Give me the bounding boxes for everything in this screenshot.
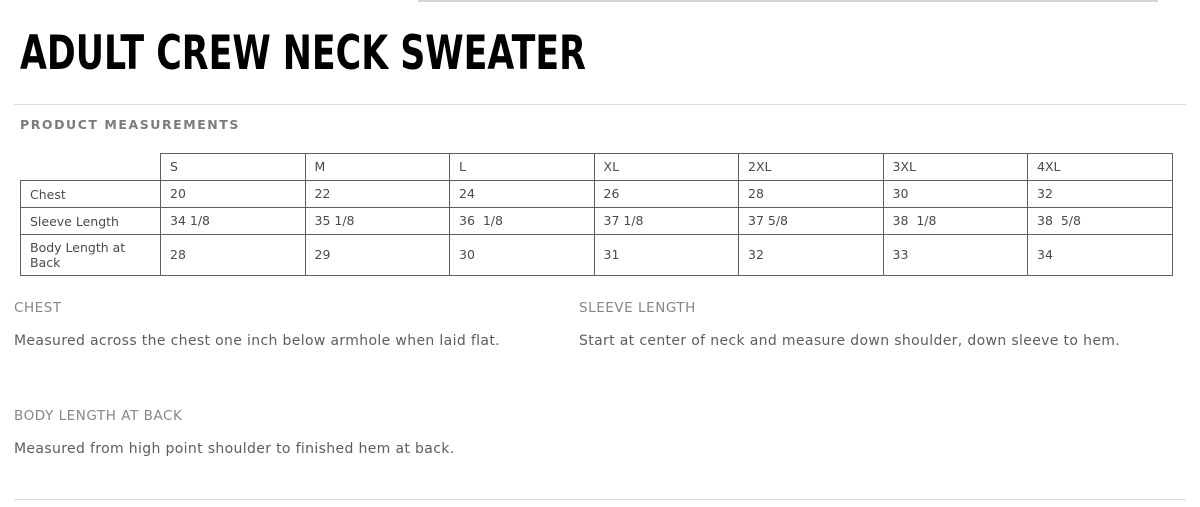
description-block-body-length-at-back: BODY LENGTH AT BACK Measured from high p…	[14, 408, 574, 463]
description-title-chest: CHEST	[14, 300, 62, 316]
column-header-s: S	[160, 153, 306, 181]
description-title-body-length-at-back: BODY LENGTH AT BACK	[14, 408, 183, 424]
cell-chest-2xl: 28	[738, 180, 884, 208]
measurements-table: S M L XL 2XL 3XL 4XL Chest 20 22 24 26 2…	[20, 153, 1173, 276]
cell-sleeve-xl: 37 1/8	[593, 207, 739, 235]
cell-sleeve-3xl: 38 1/8	[882, 207, 1028, 235]
row-label-sleeve-length: Sleeve Length	[20, 207, 161, 235]
column-header-xl: XL	[593, 153, 739, 181]
cell-sleeve-s: 34 1/8	[160, 207, 306, 235]
cell-body-s: 28	[160, 234, 306, 276]
cell-sleeve-m: 35 1/8	[304, 207, 450, 235]
top-edge-rule	[418, 0, 1158, 2]
section-heading-product-measurements: PRODUCT MEASUREMENTS	[20, 117, 240, 132]
column-header-l: L	[449, 153, 595, 181]
bottom-divider	[14, 499, 1186, 500]
cell-body-3xl: 33	[882, 234, 1028, 276]
description-body-body-length-at-back: Measured from high point shoulder to fin…	[14, 441, 455, 457]
cell-chest-m: 22	[304, 180, 450, 208]
row-label-body-length-at-back: Body Length at Back	[20, 234, 161, 276]
cell-body-m: 29	[304, 234, 450, 276]
column-header-4xl: 4XL	[1027, 153, 1173, 181]
table-row-chest: Chest 20 22 24 26 28 30 32	[20, 180, 1173, 208]
cell-sleeve-2xl: 37 5/8	[738, 207, 884, 235]
column-header-3xl: 3XL	[882, 153, 1028, 181]
column-header-2xl: 2XL	[738, 153, 884, 181]
page-title: ADULT CREW NECK SWEATER	[20, 26, 586, 81]
cell-chest-l: 24	[449, 180, 595, 208]
cell-chest-3xl: 30	[882, 180, 1028, 208]
description-title-sleeve-length: SLEEVE LENGTH	[579, 300, 696, 316]
table-header-row: S M L XL 2XL 3XL 4XL	[21, 153, 1173, 181]
cell-body-2xl: 32	[738, 234, 884, 276]
table-corner-cell	[21, 154, 161, 181]
table-row-sleeve-length: Sleeve Length 34 1/8 35 1/8 36 1/8 37 1/…	[20, 207, 1173, 235]
measurements-table-container: S M L XL 2XL 3XL 4XL Chest 20 22 24 26 2…	[20, 153, 1173, 276]
description-block-chest: CHEST Measured across the chest one inch…	[14, 300, 559, 355]
description-body-chest: Measured across the chest one inch below…	[14, 333, 500, 349]
description-block-sleeve-length: SLEEVE LENGTH Start at center of neck an…	[579, 300, 1124, 355]
cell-body-xl: 31	[593, 234, 739, 276]
cell-chest-s: 20	[160, 180, 306, 208]
table-row-body-length-at-back: Body Length at Back 28 29 30 31 32 33 34	[20, 234, 1173, 276]
cell-body-4xl: 34	[1027, 234, 1173, 276]
cell-chest-xl: 26	[593, 180, 739, 208]
cell-sleeve-4xl: 38 5/8	[1027, 207, 1173, 235]
column-header-m: M	[304, 153, 450, 181]
cell-sleeve-l: 36 1/8	[449, 207, 595, 235]
cell-body-l: 30	[449, 234, 595, 276]
row-label-chest: Chest	[20, 180, 161, 208]
title-divider	[14, 104, 1186, 105]
description-body-sleeve-length: Start at center of neck and measure down…	[579, 333, 1121, 349]
cell-chest-4xl: 32	[1027, 180, 1173, 208]
